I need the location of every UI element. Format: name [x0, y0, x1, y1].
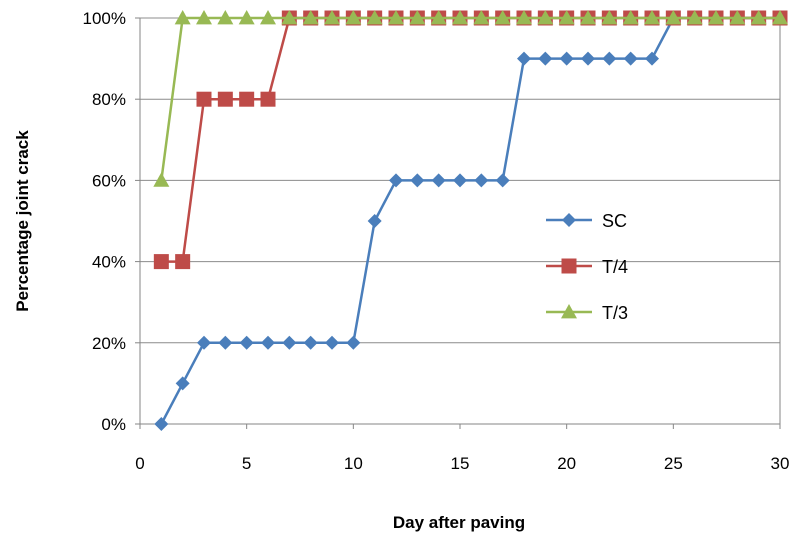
point-sc — [389, 173, 403, 188]
series-line-sc — [160, 16, 780, 425]
point-t-4 — [153, 254, 169, 270]
point-t-3 — [558, 10, 575, 25]
point-t-3 — [601, 10, 618, 25]
y-tick-label-0: 0% — [101, 415, 126, 434]
point-sc — [538, 51, 553, 66]
point-t-3 — [281, 10, 298, 25]
point-sc — [303, 335, 318, 350]
y-tick-label-80: 80% — [92, 90, 126, 109]
x-tick-label-25: 25 — [664, 454, 683, 473]
point-t-3 — [708, 10, 724, 25]
point-t-3 — [302, 10, 319, 25]
point-sc — [282, 335, 297, 350]
point-sc — [581, 51, 595, 66]
point-t-3 — [516, 10, 532, 25]
point-t-3 — [238, 10, 255, 25]
legend: SC T/4 T/3 — [546, 211, 628, 323]
point-sc — [623, 51, 638, 66]
point-t-3 — [452, 10, 468, 25]
legend-marker-t-4 — [561, 258, 577, 274]
point-sc — [261, 335, 275, 350]
y-tick-labels: 0% 20% 40% 60% 80% 100% — [83, 9, 126, 434]
point-t-3 — [622, 10, 639, 25]
y-tick-label-60: 60% — [92, 171, 126, 190]
point-t-3 — [644, 10, 660, 25]
point-t-3 — [153, 172, 170, 187]
point-sc — [197, 335, 211, 350]
point-sc — [474, 173, 489, 188]
point-t-3 — [217, 10, 234, 25]
legend-label-t-4: T/4 — [602, 257, 628, 277]
series-group — [153, 10, 788, 431]
series-line-t-4 — [161, 16, 780, 263]
point-sc — [602, 51, 617, 66]
legend-label-sc: SC — [602, 211, 627, 231]
point-sc — [517, 51, 531, 66]
legend-entry-t-4: T/4 — [546, 257, 628, 277]
x-tick-label-0: 0 — [135, 454, 144, 473]
point-t-3 — [665, 10, 682, 25]
legend-entry-sc: SC — [546, 211, 627, 231]
point-t-4 — [175, 254, 191, 270]
point-sc — [410, 173, 425, 188]
x-axis-title: Day after paving — [393, 513, 525, 532]
point-t-3 — [324, 10, 340, 25]
point-sc — [175, 376, 190, 391]
legend-marker-sc — [562, 213, 576, 227]
point-t-4 — [196, 91, 212, 107]
point-t-3 — [473, 10, 490, 25]
point-t-3 — [772, 10, 788, 25]
x-tick-label-20: 20 — [557, 454, 576, 473]
point-sc — [346, 335, 361, 350]
point-t-3 — [430, 10, 447, 25]
point-t-3 — [409, 10, 426, 25]
legend-label-t-3: T/3 — [602, 303, 628, 323]
x-tick-label-5: 5 — [242, 454, 251, 473]
y-tick-label-20: 20% — [92, 334, 126, 353]
series-sc — [154, 11, 787, 431]
point-t-3 — [388, 10, 404, 25]
x-tick-label-30: 30 — [771, 454, 790, 473]
x-tick-labels: 0 5 10 15 20 25 30 — [135, 454, 789, 473]
point-t-4 — [217, 91, 233, 107]
y-tick-label-40: 40% — [92, 253, 126, 272]
point-t-3 — [494, 10, 511, 25]
point-sc — [218, 335, 233, 350]
point-t-4 — [260, 91, 276, 107]
point-t-4 — [239, 91, 255, 107]
point-t-3 — [537, 10, 554, 25]
point-sc — [325, 335, 339, 350]
point-sc — [154, 417, 169, 431]
axes — [135, 17, 781, 429]
y-tick-label-100: 100% — [83, 9, 126, 28]
x-tick-label-10: 10 — [344, 454, 363, 473]
point-t-3 — [686, 10, 703, 25]
point-t-3 — [366, 10, 383, 25]
series-t-3 — [153, 10, 788, 187]
point-sc — [453, 173, 467, 188]
point-sc — [559, 51, 574, 66]
point-t-3 — [729, 10, 746, 25]
point-t-3 — [174, 10, 191, 25]
point-t-3 — [750, 10, 767, 25]
point-t-3 — [196, 10, 212, 25]
point-t-3 — [580, 10, 596, 25]
y-axis-title: Percentage joint crack — [13, 130, 32, 312]
point-t-3 — [345, 10, 362, 25]
legend-marker-t-3 — [561, 304, 577, 319]
point-sc — [431, 173, 446, 188]
x-tick-label-15: 15 — [451, 454, 470, 473]
point-sc — [367, 214, 382, 228]
point-t-3 — [260, 10, 276, 25]
point-sc — [239, 335, 254, 350]
legend-entry-t-3: T/3 — [546, 303, 628, 323]
point-sc — [495, 173, 510, 188]
point-sc — [645, 51, 659, 66]
series-t-4 — [153, 10, 788, 270]
